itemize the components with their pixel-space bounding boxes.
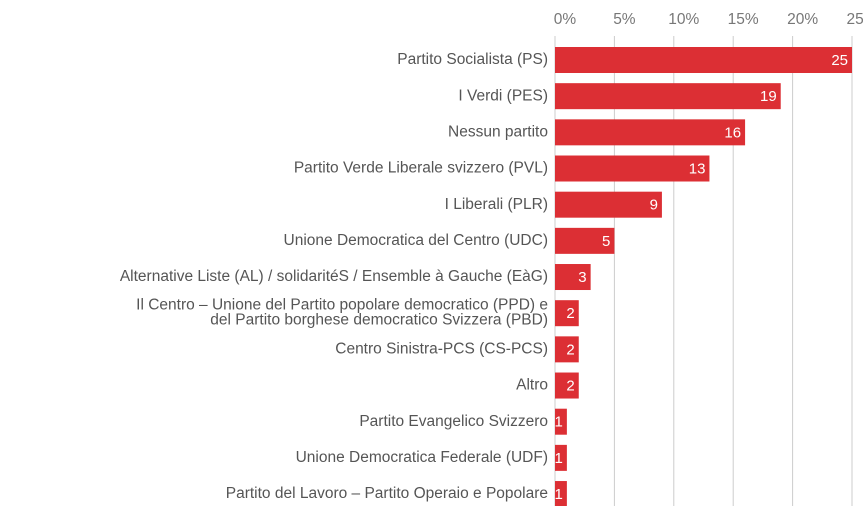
category-label: Partito Socialista (PS) xyxy=(397,51,548,68)
bar xyxy=(555,155,710,182)
x-tick-label: 5% xyxy=(613,11,636,28)
category-label: Nessun partito xyxy=(448,123,548,140)
value-label: 1 xyxy=(555,450,563,467)
category-label: Alternative Liste (AL) / solidaritéS / E… xyxy=(120,268,548,285)
category-label: Unione Democratica del Centro (UDC) xyxy=(284,232,548,249)
category-label: Partito del Lavoro – Partito Operaio e P… xyxy=(226,485,548,502)
bar xyxy=(555,227,615,254)
value-label: 5 xyxy=(602,233,610,250)
bar xyxy=(555,408,567,435)
value-label: 2 xyxy=(566,341,574,358)
value-label: 1 xyxy=(555,414,563,431)
value-label: 13 xyxy=(689,160,706,177)
value-label: 2 xyxy=(566,305,574,322)
value-label: 19 xyxy=(760,88,777,105)
value-label: 1 xyxy=(555,486,563,503)
category-label: Altro xyxy=(516,377,548,394)
value-label: 9 xyxy=(650,197,658,214)
x-tick-label: 10% xyxy=(668,11,699,28)
bar xyxy=(555,47,852,73)
x-tick-label: 0% xyxy=(554,11,577,28)
bar xyxy=(555,119,746,146)
category-label: Il Centro – Unione del Partito popolare … xyxy=(136,297,548,329)
category-label: Partito Verde Liberale svizzero (PVL) xyxy=(294,160,548,177)
value-label: 16 xyxy=(724,124,741,141)
bar xyxy=(555,336,579,363)
x-tick-label: 15% xyxy=(728,11,759,28)
bar xyxy=(555,444,567,471)
value-label: 2 xyxy=(566,377,574,394)
bar xyxy=(555,300,579,327)
value-label: 25 xyxy=(831,52,848,69)
x-tick-label: 20% xyxy=(787,11,818,28)
bar xyxy=(555,481,567,506)
bar xyxy=(555,191,662,218)
bar xyxy=(555,372,579,399)
value-label: 3 xyxy=(578,269,586,286)
category-label: Unione Democratica Federale (UDF) xyxy=(296,449,548,466)
x-tick-label: 25% xyxy=(846,11,863,28)
bar xyxy=(555,83,781,110)
category-label: I Liberali (PLR) xyxy=(445,196,548,213)
category-label: Partito Evangelico Svizzero xyxy=(359,413,548,430)
category-label: I Verdi (PES) xyxy=(458,87,548,104)
bar xyxy=(555,264,591,291)
category-label: Centro Sinistra-PCS (CS-PCS) xyxy=(335,340,548,357)
